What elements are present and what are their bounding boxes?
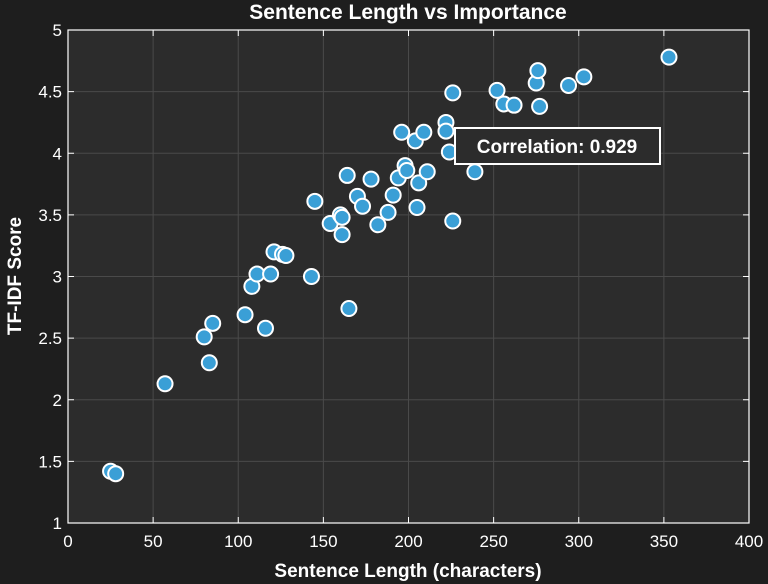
y-tick-label: 4.5 [38,83,62,102]
correlation-text: Correlation: 0.929 [477,137,638,158]
data-point [362,170,380,188]
scatter-points [102,48,678,483]
data-point [369,216,387,234]
y-tick-label: 4 [53,144,62,163]
x-axis-label: Sentence Length (characters) [274,561,541,582]
data-point [437,122,455,140]
data-point [384,186,402,204]
y-axis-ticks: 1 1.5 2 2.5 3 3.5 4 4.5 5 [38,21,749,533]
data-point [277,247,295,265]
data-point [306,192,324,210]
y-tick-label: 3 [53,268,62,287]
data-point [660,48,678,66]
data-point [200,354,218,372]
x-tick-label: 350 [650,532,678,551]
grid-lines [68,30,749,523]
data-point [354,197,372,215]
data-point [236,306,254,324]
data-point [531,97,549,115]
data-point [156,375,174,393]
data-point [204,314,222,332]
x-tick-label: 100 [224,532,252,551]
y-tick-label: 1.5 [38,452,62,471]
correlation-annotation: Correlation: 0.929 [454,127,661,165]
data-point [379,203,397,221]
data-point [333,226,351,244]
data-point [415,123,433,141]
chart-title: Sentence Length vs Importance [249,1,566,24]
x-tick-label: 50 [144,532,163,551]
y-tick-label: 5 [53,21,62,40]
correlation-box [454,127,661,165]
data-point [333,208,351,226]
data-point [262,265,280,283]
x-tick-label: 300 [565,532,593,551]
x-tick-label: 400 [735,532,763,551]
y-tick-label: 3.5 [38,206,62,225]
x-axis-ticks: 0 50 100 150 200 250 300 350 400 [63,30,763,551]
x-tick-label: 150 [309,532,337,551]
data-point [488,81,506,99]
data-point [418,163,436,181]
data-point [505,96,523,114]
data-point [340,300,358,318]
data-point [560,76,578,94]
data-point [444,212,462,230]
data-point [256,319,274,337]
data-point [398,162,416,180]
data-point [302,268,320,285]
x-tick-label: 0 [63,532,72,551]
data-point [107,465,125,483]
data-point [444,84,462,102]
data-point [393,123,411,141]
y-tick-label: 1 [53,514,62,533]
y-tick-label: 2 [53,391,62,410]
y-tick-label: 2.5 [38,329,62,348]
data-point [195,328,213,346]
data-point [466,163,484,181]
x-tick-label: 250 [479,532,507,551]
x-tick-label: 200 [394,532,422,551]
data-point [338,166,356,184]
data-point [529,62,547,80]
data-point [575,68,593,86]
y-axis-label: TF-IDF Score [5,217,26,335]
data-point [408,198,426,216]
data-point [410,174,428,192]
